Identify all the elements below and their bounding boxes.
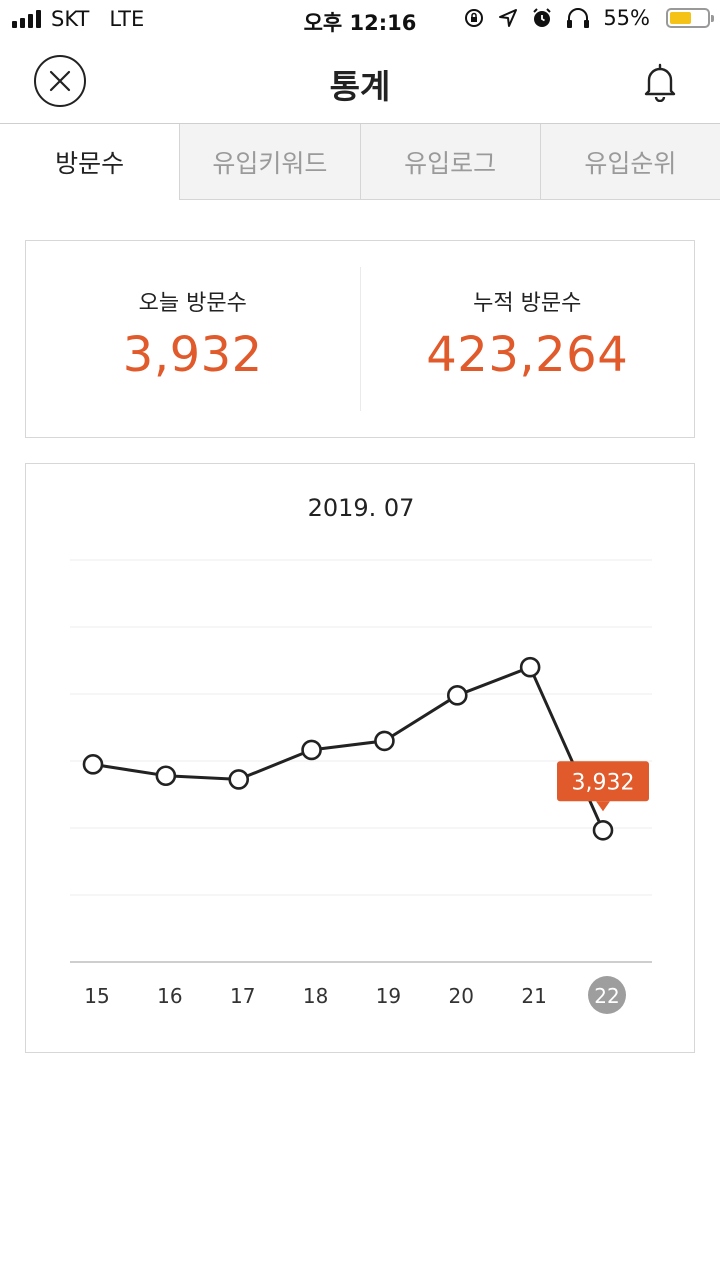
carrier-label: SKT [51,7,90,31]
signal-icon [12,10,41,28]
battery-icon [666,8,714,28]
x-tick-label: 18 [303,984,328,1008]
page-title: 통계 [329,67,391,106]
data-point [374,730,395,752]
value-tooltip-pointer [596,801,610,812]
series-line [92,665,605,831]
visits-chart-card: 2019. 07 15 16 17 18 19 20 21 22 3,932 [25,463,695,1053]
tab-visits[interactable]: 방문수 [0,124,180,200]
today-visits-label: 오늘 방문수 [138,291,247,316]
tab-inflow-log[interactable]: 유입로그 [359,124,540,200]
x-tick-label: 19 [376,984,401,1008]
tab-inflow-keywords[interactable]: 유입키워드 [179,124,360,200]
tab-bar: 방문수 유입키워드 유입로그 유입순위 [0,124,720,200]
status-bar: SKT LTE 오후 12:16 55% [0,0,720,40]
chart-title: 2019. 07 [308,494,415,522]
visits-line-chart: 2019. 07 15 16 17 18 19 20 21 22 3,932 [70,494,652,1014]
total-visits-value: 423,264 [426,327,629,383]
value-tooltip-text: 3,932 [572,770,635,795]
data-point [228,769,250,790]
total-visits: 누적 방문수 423,264 [359,267,695,411]
close-icon [49,70,71,92]
x-tick-label: 21 [521,984,546,1008]
data-point [519,656,541,678]
x-tick-label: 22 [594,984,619,1008]
x-tick-label: 15 [84,984,109,1008]
battery-percent: 55% [603,6,650,30]
data-point [155,765,177,787]
x-tick-label: 16 [157,984,182,1008]
total-visits-label: 누적 방문수 [473,291,582,316]
alarm-icon [533,8,552,27]
headphones-icon [567,8,590,28]
app-header: 통계 [0,40,720,124]
visitor-stats-card: 오늘 방문수 3,932 누적 방문수 423,264 [25,240,695,438]
selected-day-marker [588,976,626,1014]
data-point [592,819,614,841]
bell-icon [644,63,676,103]
notification-button[interactable] [642,62,678,103]
tab-inflow-rank[interactable]: 유입순위 [539,124,720,200]
x-tick-label: 17 [230,984,255,1008]
orientation-lock-icon [465,9,484,27]
today-visits: 오늘 방문수 3,932 [26,241,360,437]
data-point [446,685,468,706]
network-label: LTE [109,7,145,31]
x-tick-label: 20 [449,984,474,1008]
clock: 오후 12:16 [303,11,417,35]
value-tooltip [557,761,649,802]
data-point [82,754,104,775]
close-button[interactable] [34,55,86,107]
data-point [301,739,322,761]
today-visits-value: 3,932 [122,327,263,383]
location-icon [499,9,518,27]
